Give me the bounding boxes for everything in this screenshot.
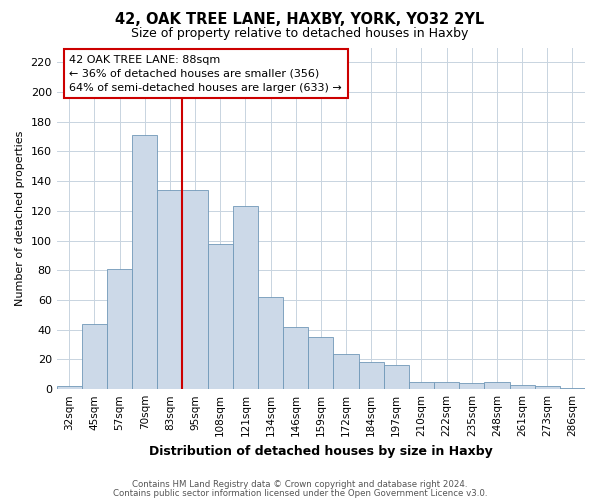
Bar [359, 362, 384, 389]
Bar [132, 135, 157, 389]
Text: Size of property relative to detached houses in Haxby: Size of property relative to detached ho… [131, 28, 469, 40]
Bar [560, 388, 585, 389]
Bar [258, 297, 283, 389]
Bar [484, 382, 509, 389]
Bar [509, 384, 535, 389]
X-axis label: Distribution of detached houses by size in Haxby: Distribution of detached houses by size … [149, 444, 493, 458]
Bar [233, 206, 258, 389]
Bar [107, 269, 132, 389]
Bar [308, 337, 334, 389]
Bar [434, 382, 459, 389]
Bar [409, 382, 434, 389]
Bar [535, 386, 560, 389]
Bar [384, 366, 409, 389]
Text: 42, OAK TREE LANE, HAXBY, YORK, YO32 2YL: 42, OAK TREE LANE, HAXBY, YORK, YO32 2YL [115, 12, 485, 28]
Bar [82, 324, 107, 389]
Bar [157, 190, 182, 389]
Bar [182, 190, 208, 389]
Text: Contains public sector information licensed under the Open Government Licence v3: Contains public sector information licen… [113, 488, 487, 498]
Bar [56, 386, 82, 389]
Bar [283, 327, 308, 389]
Bar [334, 354, 359, 389]
Bar [459, 383, 484, 389]
Y-axis label: Number of detached properties: Number of detached properties [15, 130, 25, 306]
Text: 42 OAK TREE LANE: 88sqm
← 36% of detached houses are smaller (356)
64% of semi-d: 42 OAK TREE LANE: 88sqm ← 36% of detache… [69, 55, 342, 93]
Text: Contains HM Land Registry data © Crown copyright and database right 2024.: Contains HM Land Registry data © Crown c… [132, 480, 468, 489]
Bar [208, 244, 233, 389]
